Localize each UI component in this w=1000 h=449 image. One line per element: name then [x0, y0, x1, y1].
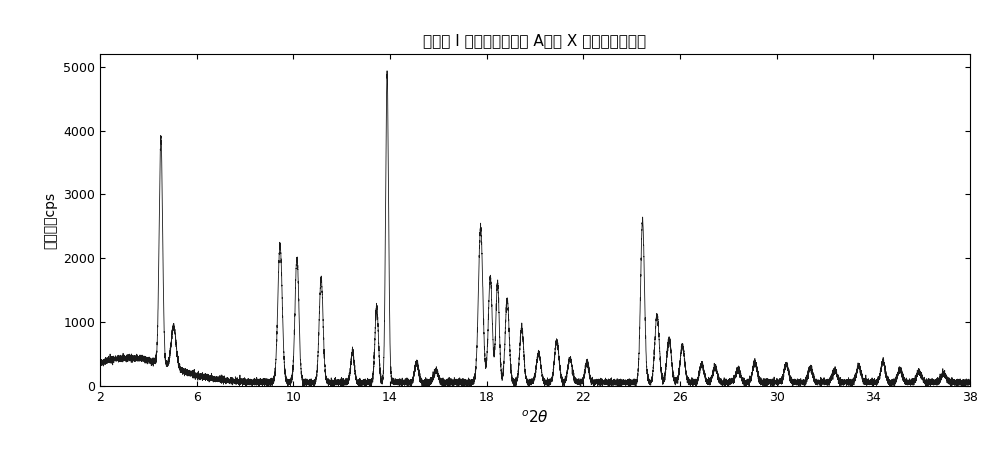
Title: 化合物 I 的无水物（形式 A）的 X 射线粉末衍射图: 化合物 I 的无水物（形式 A）的 X 射线粉末衍射图 [423, 34, 647, 48]
Y-axis label: （强度）cps: （强度）cps [44, 191, 58, 249]
X-axis label: $^{o}$2$\theta$: $^{o}$2$\theta$ [521, 409, 549, 426]
